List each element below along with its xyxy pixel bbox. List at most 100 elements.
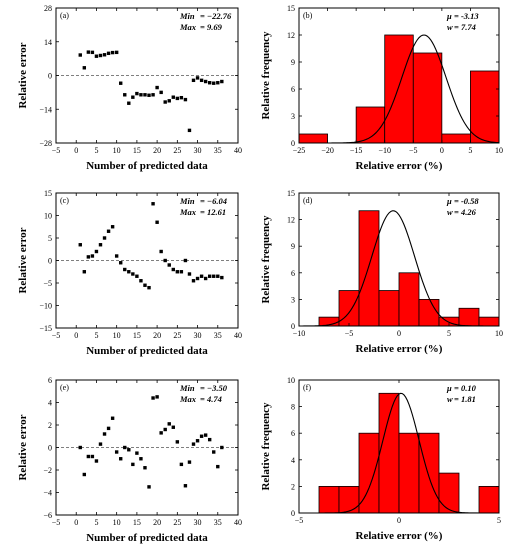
histogram-bar bbox=[318, 485, 340, 514]
data-point bbox=[163, 100, 167, 104]
data-point bbox=[159, 90, 163, 95]
data-point bbox=[155, 220, 159, 224]
y-tick-label: −15 bbox=[39, 324, 52, 333]
panel-d: −10 −5 0 5 10 0 3 6 9 12 15 Relative error (%) Relat… bbox=[260, 189, 503, 355]
data-point bbox=[110, 416, 115, 420]
x-tick-label: 0 bbox=[74, 331, 78, 340]
data-point bbox=[212, 450, 216, 454]
stat-label: Min bbox=[179, 196, 195, 206]
data-point bbox=[187, 128, 192, 133]
data-point bbox=[163, 258, 167, 263]
y-tick-label: 6 bbox=[291, 269, 295, 278]
panel-label: (e) bbox=[60, 383, 69, 392]
data-point bbox=[86, 454, 91, 459]
x-tick-label: −20 bbox=[321, 146, 334, 155]
data-point bbox=[135, 274, 139, 278]
y-tick-label: 3 bbox=[291, 112, 295, 121]
x-tick-label: −25 bbox=[293, 146, 306, 155]
data-point bbox=[78, 445, 82, 450]
panel-a: −5 0 5 10 15 20 25 30 35 40 −28 −14 0 14 28 Number of p… bbox=[17, 4, 242, 172]
data-point bbox=[195, 276, 200, 281]
panel-label: (d) bbox=[303, 196, 313, 205]
x-axis-label: Number of predicted data bbox=[86, 160, 208, 172]
y-tick-label: 15 bbox=[287, 189, 295, 198]
data-point bbox=[90, 50, 95, 55]
data-point bbox=[86, 255, 91, 259]
data-point bbox=[207, 437, 212, 442]
data-point bbox=[207, 274, 212, 278]
data-point bbox=[114, 450, 119, 454]
data-point bbox=[123, 445, 127, 450]
x-axis-label: Number of predicted data bbox=[86, 532, 208, 544]
data-point bbox=[151, 202, 155, 206]
data-point bbox=[167, 263, 171, 267]
y-tick-label: 2 bbox=[48, 421, 52, 430]
y-tick-label: −2 bbox=[43, 466, 52, 475]
x-tick-label: −5 bbox=[52, 331, 61, 340]
data-point bbox=[203, 276, 208, 281]
y-tick-label: −14 bbox=[39, 105, 52, 114]
data-point bbox=[187, 272, 192, 276]
x-tick-label: 40 bbox=[234, 518, 242, 527]
y-axis-label: Relative frequency bbox=[260, 402, 272, 491]
data-point bbox=[98, 442, 103, 446]
data-point bbox=[127, 448, 131, 452]
stat-value: = −6.04 bbox=[200, 196, 227, 206]
data-point bbox=[195, 439, 200, 443]
y-tick-label: −6 bbox=[43, 511, 52, 520]
data-point bbox=[90, 454, 95, 459]
stat-label: Max bbox=[179, 207, 197, 217]
x-tick-label: 10 bbox=[113, 518, 121, 527]
stat-label: μ bbox=[446, 11, 452, 21]
data-point bbox=[171, 425, 175, 429]
y-tick-label: 6 bbox=[291, 85, 295, 94]
x-tick-label: 10 bbox=[113, 331, 121, 340]
data-point bbox=[98, 243, 103, 247]
x-tick-label: 20 bbox=[153, 146, 161, 155]
data-point bbox=[127, 270, 131, 274]
data-point bbox=[82, 472, 87, 477]
data-point bbox=[131, 462, 135, 467]
stat-value: = 12.61 bbox=[200, 207, 226, 217]
stat-label: Min bbox=[179, 11, 195, 21]
data-point bbox=[175, 96, 180, 101]
data-point bbox=[135, 91, 139, 96]
stat-label: Min bbox=[179, 383, 195, 393]
stat-label: μ bbox=[446, 383, 452, 393]
histogram-bar bbox=[338, 485, 360, 514]
data-point bbox=[119, 457, 123, 461]
x-tick-label: 5 bbox=[468, 146, 472, 155]
y-tick-label: 15 bbox=[287, 4, 295, 13]
y-tick-label: 0 bbox=[48, 257, 52, 266]
data-point bbox=[179, 270, 184, 274]
y-axis-label: Relative frequency bbox=[260, 215, 272, 304]
data-point bbox=[143, 93, 147, 97]
data-point bbox=[131, 272, 135, 276]
x-axis-label: Relative error (%) bbox=[356, 530, 443, 542]
x-tick-label: 30 bbox=[194, 146, 202, 155]
data-point bbox=[171, 95, 175, 99]
y-tick-label: 2 bbox=[291, 482, 295, 491]
x-tick-label: 20 bbox=[153, 518, 161, 527]
x-axis-label: Relative error (%) bbox=[356, 160, 443, 172]
y-tick-label: 0 bbox=[48, 72, 52, 81]
y-tick-label: 10 bbox=[44, 212, 52, 221]
y-tick-label: 10 bbox=[287, 376, 295, 385]
data-point bbox=[119, 261, 123, 265]
data-point bbox=[175, 270, 180, 274]
histogram-bar bbox=[298, 133, 328, 144]
x-tick-label: 25 bbox=[173, 146, 181, 155]
data-point bbox=[207, 81, 212, 85]
data-point bbox=[135, 451, 139, 455]
data-point bbox=[199, 434, 204, 438]
y-tick-label: 5 bbox=[48, 234, 52, 243]
data-point bbox=[220, 445, 224, 450]
y-tick-label: 4 bbox=[48, 399, 52, 408]
y-tick-label: −4 bbox=[43, 489, 52, 498]
data-point bbox=[216, 464, 220, 469]
data-point bbox=[187, 460, 192, 464]
histogram-bar bbox=[358, 210, 380, 327]
data-point bbox=[179, 95, 184, 100]
data-point bbox=[102, 53, 107, 57]
data-point bbox=[94, 459, 99, 463]
